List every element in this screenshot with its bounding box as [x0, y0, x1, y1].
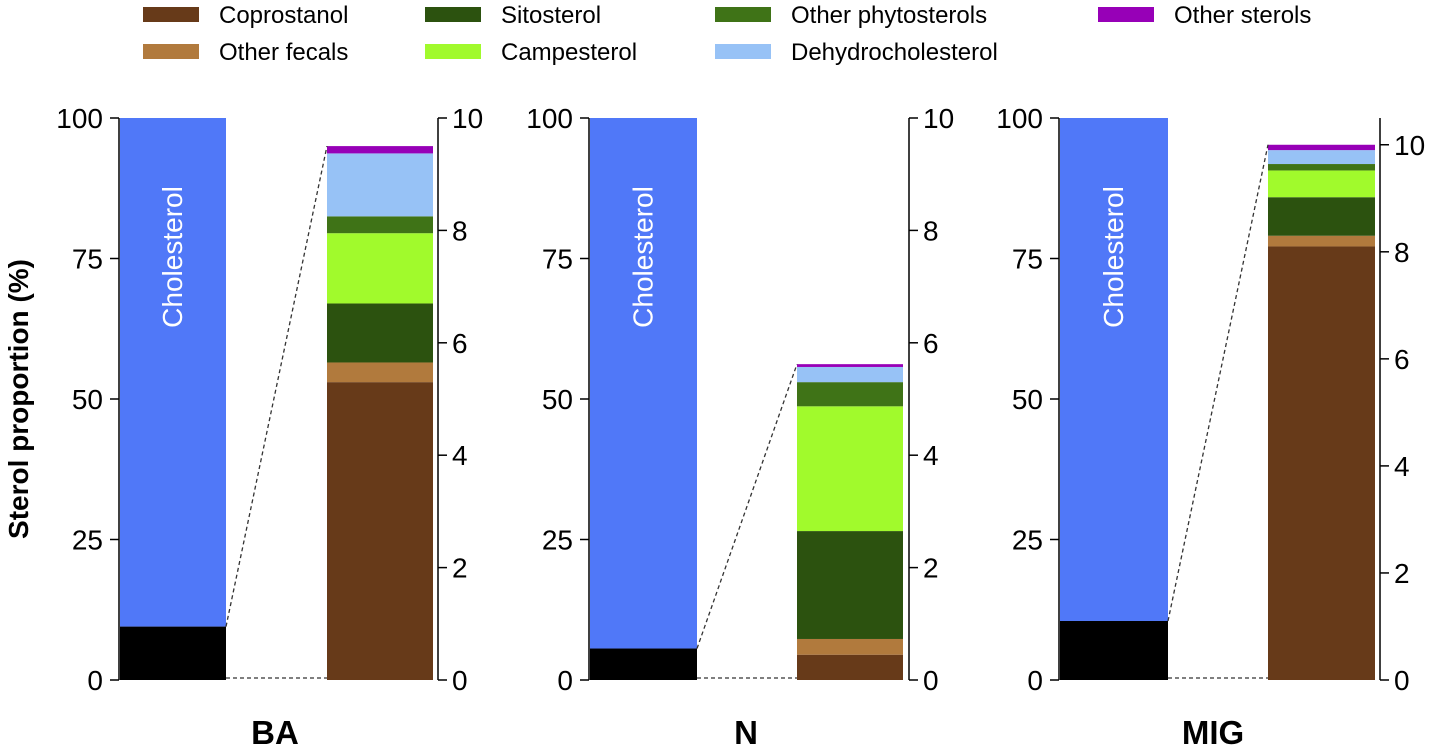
- panel-n-segment-dehydrocholesterol: [797, 366, 903, 383]
- panel-mig-segment-dehydrocholesterol: [1268, 150, 1375, 165]
- y-axis-label: Sterol proportion (%): [3, 259, 34, 539]
- panel-ba-left-tick-label: 0: [87, 665, 103, 696]
- panel-n-segment-other-fecals: [797, 638, 903, 655]
- legend-swatch-coprostanol: [143, 7, 199, 22]
- panel-n-other-sterols-total-bar: [590, 648, 697, 680]
- panel-mig-segment-campesterol: [1268, 170, 1375, 198]
- legend-label-other-sterols: Other sterols: [1174, 2, 1311, 29]
- legend-swatch-other-fecals: [143, 44, 199, 59]
- panel-mig-right-tick-label: 10: [1394, 130, 1425, 161]
- panel-n-left-tick-label: 0: [557, 665, 573, 696]
- panel-ba-right-tick-label: 6: [452, 328, 468, 359]
- panel-mig-segment-other-sterols: [1268, 144, 1375, 151]
- panel-n-right-tick-label: 10: [923, 103, 954, 134]
- panel-ba-segment-other-sterols: [327, 146, 433, 154]
- panel-n-left-tick-label: 25: [542, 525, 573, 556]
- legend-swatch-dehydrocholesterol: [715, 44, 771, 59]
- legend-swatch-other-sterols: [1098, 7, 1154, 22]
- panel-mig-segment-coprostanol: [1268, 246, 1375, 680]
- panel-ba-right-tick-label: 10: [452, 103, 483, 134]
- panel-ba-left-tick-label: 100: [56, 103, 103, 134]
- panel-mig-connector-top: [1167, 144, 1269, 622]
- panel-ba-segment-campesterol: [327, 233, 433, 304]
- panel-ba-title: BA: [251, 714, 299, 747]
- panel-ba-other-sterols-total-bar: [120, 626, 226, 680]
- panel-mig-segment-other-phytosterols: [1268, 164, 1375, 171]
- panel-n-segment-campesterol: [797, 406, 903, 532]
- panel-ba-cholesterol-label: Cholesterol: [157, 186, 188, 328]
- legend-label-sitosterol: Sitosterol: [501, 2, 601, 29]
- panel-mig-segment-sitosterol: [1268, 197, 1375, 236]
- legend-swatch-other-phytosterols: [715, 7, 771, 22]
- panel-mig-segment-other-fecals: [1268, 235, 1375, 247]
- panel-n-left-tick-label: 50: [542, 384, 573, 415]
- panel-mig-cholesterol-label: Cholesterol: [1098, 186, 1129, 328]
- legend-swatch-campesterol: [425, 44, 481, 59]
- panel-mig-right-tick-label: 6: [1394, 344, 1410, 375]
- legend-label-other-fecals: Other fecals: [219, 39, 348, 66]
- panel-mig-left-tick-label: 25: [1012, 525, 1043, 556]
- panel-n-right-tick-label: 4: [923, 440, 939, 471]
- panel-mig-left-tick-label: 100: [996, 103, 1043, 134]
- panel-n-right-tick-label: 8: [923, 215, 939, 246]
- panel-n-right-tick-label: 6: [923, 328, 939, 359]
- legend-label-other-phytosterols: Other phytosterols: [791, 2, 987, 29]
- panel-mig-right-tick-label: 4: [1394, 451, 1410, 482]
- panel-ba-left-tick-label: 50: [72, 384, 103, 415]
- panel-n-cholesterol-label: Cholesterol: [628, 186, 659, 328]
- panel-ba-segment-other-phytosterols: [327, 216, 433, 234]
- panel-n-right-tick-label: 0: [923, 665, 939, 696]
- panel-ba-segment-other-fecals: [327, 362, 433, 383]
- panel-ba-segment-sitosterol: [327, 303, 433, 363]
- panel-mig-right-tick-label: 0: [1394, 665, 1410, 696]
- panel-n-segment-coprostanol: [797, 654, 903, 680]
- panel-mig-left-tick-label: 75: [1012, 244, 1043, 275]
- legend-label-campesterol: Campesterol: [501, 39, 637, 66]
- panel-n-left-tick-label: 75: [542, 244, 573, 275]
- panel-mig-other-sterols-total-bar: [1060, 620, 1168, 680]
- panel-n-cholesterol-bar: [590, 118, 697, 649]
- panel-ba-segment-coprostanol: [327, 382, 433, 680]
- panel-n-segment-other-phytosterols: [797, 382, 903, 407]
- panel-ba-right-tick-label: 4: [452, 440, 468, 471]
- panel-mig-cholesterol-bar: [1060, 118, 1168, 621]
- panel-mig-left-tick-label: 0: [1027, 665, 1043, 696]
- panel-mig-right-tick-label: 8: [1394, 237, 1410, 268]
- panel-n-right-tick-label: 2: [923, 553, 939, 584]
- legend-swatch-sitosterol: [425, 7, 481, 22]
- panel-n-segment-other-sterols: [797, 364, 903, 367]
- panel-mig-right-tick-label: 2: [1394, 558, 1410, 589]
- panel-n-connector-top: [696, 363, 798, 649]
- panel-ba-right-tick-label: 0: [452, 665, 468, 696]
- panel-ba-connector-top: [225, 145, 328, 627]
- panel-n-segment-sitosterol: [797, 531, 903, 639]
- panel-ba-left-tick-label: 25: [72, 525, 103, 556]
- panel-n-title: N: [734, 714, 758, 747]
- legend-label-coprostanol: Coprostanol: [219, 2, 348, 29]
- panel-n-left-tick-label: 100: [526, 103, 573, 134]
- panel-ba-cholesterol-bar: [120, 118, 226, 627]
- panel-ba-right-tick-label: 2: [452, 553, 468, 584]
- panel-mig-title: MIG: [1182, 714, 1244, 747]
- panel-mig-left-tick-label: 50: [1012, 384, 1043, 415]
- panel-ba-right-tick-label: 8: [452, 215, 468, 246]
- panel-ba-left-tick-label: 75: [72, 244, 103, 275]
- panel-ba-segment-dehydrocholesterol: [327, 153, 433, 217]
- legend-label-dehydrocholesterol: Dehydrocholesterol: [791, 39, 998, 66]
